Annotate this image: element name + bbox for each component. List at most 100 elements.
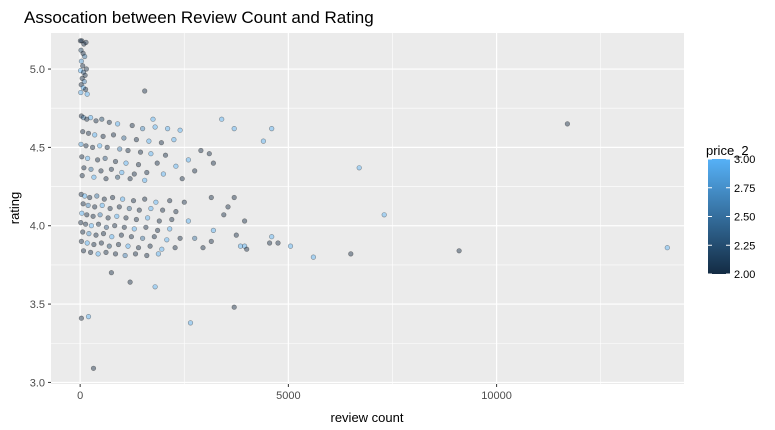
data-point bbox=[88, 166, 94, 172]
y-tick-label: 4.0 bbox=[30, 221, 45, 233]
data-point bbox=[140, 235, 146, 241]
legend-tick-label: 2.00 bbox=[734, 269, 755, 281]
data-point bbox=[112, 223, 118, 229]
data-point bbox=[127, 176, 133, 182]
data-point bbox=[94, 193, 100, 199]
data-point bbox=[78, 220, 84, 226]
data-point bbox=[231, 194, 237, 201]
data-point bbox=[160, 171, 166, 177]
data-point bbox=[99, 116, 105, 122]
data-point bbox=[80, 114, 87, 121]
data-point bbox=[151, 234, 157, 240]
data-point bbox=[106, 119, 112, 125]
data-point bbox=[98, 240, 104, 246]
data-point bbox=[287, 243, 294, 249]
data-point bbox=[173, 163, 179, 169]
data-point bbox=[123, 160, 129, 166]
data-point bbox=[77, 38, 83, 44]
data-point bbox=[192, 168, 198, 174]
x-tick-label: 5000 bbox=[276, 390, 300, 402]
data-point bbox=[177, 127, 183, 133]
data-point bbox=[242, 218, 248, 224]
data-point bbox=[82, 72, 88, 78]
data-point bbox=[152, 124, 158, 130]
data-point bbox=[103, 176, 109, 182]
data-point bbox=[78, 141, 84, 147]
data-point bbox=[78, 82, 84, 88]
data-point bbox=[125, 243, 131, 249]
legend-tick-label: 3.00 bbox=[734, 154, 755, 166]
data-point bbox=[155, 251, 161, 257]
data-point bbox=[154, 160, 160, 166]
data-point bbox=[105, 215, 111, 221]
data-point bbox=[101, 196, 107, 202]
data-point bbox=[167, 226, 173, 232]
data-point bbox=[153, 199, 159, 205]
data-point bbox=[119, 169, 125, 176]
data-point bbox=[142, 177, 148, 183]
data-point bbox=[85, 130, 92, 136]
data-point bbox=[185, 157, 191, 163]
data-point bbox=[121, 135, 127, 141]
data-point bbox=[78, 47, 84, 53]
data-point bbox=[97, 143, 103, 149]
data-point bbox=[130, 198, 137, 204]
data-point bbox=[136, 207, 142, 213]
data-point bbox=[165, 126, 171, 132]
data-point bbox=[128, 234, 134, 240]
data-point bbox=[80, 50, 86, 57]
data-point bbox=[112, 251, 119, 257]
data-point bbox=[93, 232, 99, 238]
data-point bbox=[118, 232, 124, 238]
data-point bbox=[91, 174, 97, 180]
data-point bbox=[81, 41, 87, 47]
data-point bbox=[84, 91, 90, 97]
data-point bbox=[144, 252, 150, 259]
data-point bbox=[79, 173, 85, 179]
data-point bbox=[129, 122, 135, 129]
y-tick-label: 5.0 bbox=[30, 64, 45, 76]
data-point bbox=[114, 213, 120, 219]
data-point bbox=[104, 144, 110, 150]
legend-title: price_2 bbox=[706, 143, 749, 158]
data-point bbox=[88, 223, 94, 229]
data-point bbox=[82, 221, 89, 227]
data-point bbox=[210, 227, 216, 233]
data-point bbox=[115, 241, 122, 248]
data-point bbox=[78, 58, 84, 64]
data-point bbox=[103, 224, 109, 230]
data-point bbox=[87, 194, 93, 201]
data-point bbox=[146, 138, 152, 144]
data-point bbox=[109, 234, 115, 240]
data-point bbox=[78, 315, 84, 321]
data-point bbox=[185, 218, 191, 224]
data-point bbox=[94, 157, 101, 163]
data-point bbox=[127, 279, 133, 285]
data-point bbox=[156, 218, 162, 224]
data-point bbox=[90, 365, 97, 371]
data-point bbox=[200, 245, 206, 251]
data-point bbox=[122, 252, 128, 259]
data-point bbox=[114, 174, 121, 180]
data-point bbox=[221, 212, 227, 218]
data-point bbox=[112, 158, 119, 165]
data-point bbox=[231, 126, 237, 132]
y-tick-label: 4.5 bbox=[30, 142, 45, 154]
data-point bbox=[142, 88, 148, 94]
data-point bbox=[123, 215, 129, 221]
data-point bbox=[237, 243, 244, 249]
data-point bbox=[79, 210, 85, 216]
data-point bbox=[125, 147, 131, 154]
data-point bbox=[92, 132, 98, 138]
data-point bbox=[93, 118, 99, 124]
data-point bbox=[126, 205, 132, 212]
data-point bbox=[131, 226, 137, 232]
data-point bbox=[244, 246, 250, 252]
data-point bbox=[83, 66, 89, 72]
data-point bbox=[108, 270, 114, 276]
data-point bbox=[208, 194, 214, 201]
data-point bbox=[310, 254, 317, 260]
data-point bbox=[79, 38, 85, 44]
data-point bbox=[83, 39, 89, 46]
